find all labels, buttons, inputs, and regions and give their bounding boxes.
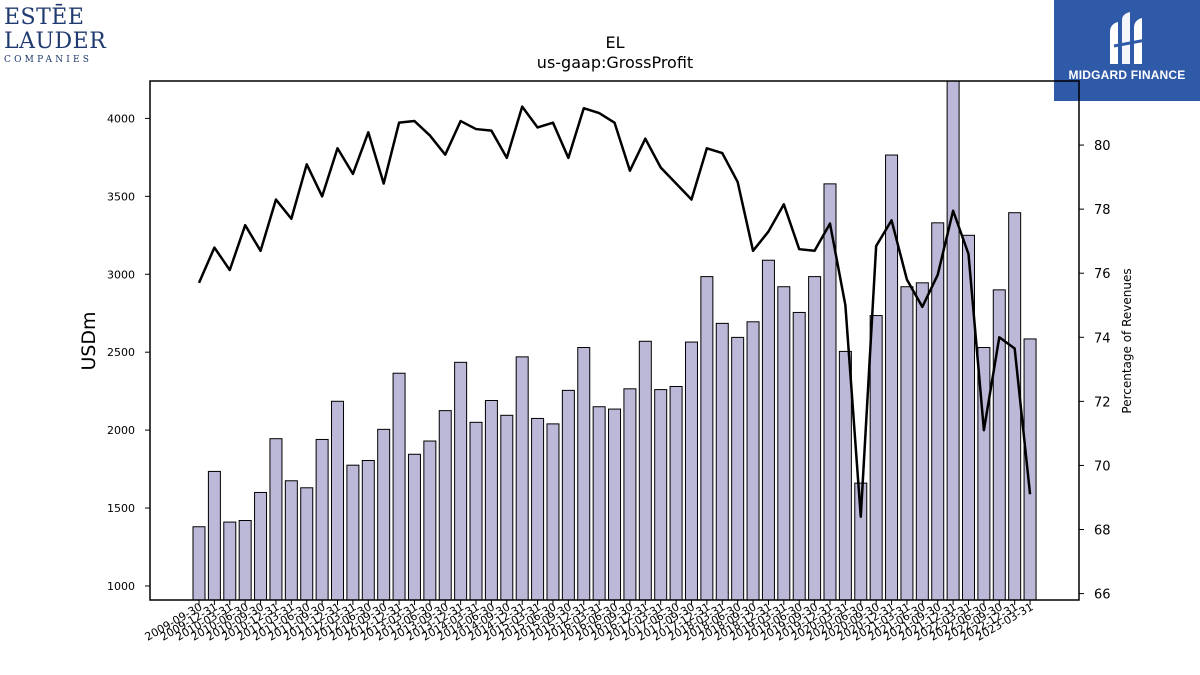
bar-2019-03-31 [777, 286, 791, 601]
bar-2012-09-30 [377, 428, 391, 601]
estee-lauder-logo: ESTĒE LAUDER COMPANIES [4, 6, 114, 66]
bar-2021-09-30 [931, 222, 945, 601]
bar-2009-12-31 [207, 470, 221, 601]
bar-2017-06-30 [669, 385, 683, 601]
y2-axis-label: Percentage of Revenues [1120, 268, 1134, 413]
y-tick-label: 3000 [107, 268, 135, 281]
percentage-line [197, 105, 1032, 518]
chart-title: EL [605, 33, 624, 52]
bar-2011-06-30 [300, 487, 314, 601]
line-layer [197, 105, 1032, 518]
y-tick-label: 4000 [107, 112, 135, 125]
bar-2011-09-30 [315, 438, 329, 601]
bar-2018-12-31 [761, 259, 775, 601]
bar-2015-12-31 [577, 347, 591, 601]
bar-2011-03-31 [284, 480, 298, 601]
bar-2015-03-31 [531, 417, 545, 601]
bar-2014-06-30 [484, 400, 498, 601]
logo-line-3: COMPANIES [4, 55, 93, 65]
bar-2017-09-30 [684, 341, 698, 601]
bar-2021-03-31 [900, 286, 914, 601]
bar-2013-09-30 [438, 410, 452, 601]
bar-2014-03-31 [469, 421, 483, 601]
bar-2018-03-31 [715, 322, 729, 601]
bar-2014-09-30 [500, 414, 514, 601]
y2-tick-label: 74 [1094, 331, 1111, 346]
bars-layer [192, 80, 1037, 601]
y-tick-label: 3500 [107, 190, 135, 203]
bar-2019-09-30 [808, 276, 822, 601]
bar-2023-03-31 [1023, 338, 1037, 601]
bar-2021-12-31 [946, 80, 960, 601]
bar-2010-06-30 [238, 520, 252, 601]
y2-tick-label: 70 [1094, 459, 1111, 474]
bar-2016-03-31 [592, 406, 606, 601]
bar-2012-12-31 [392, 372, 406, 601]
y2-tick-label: 68 [1094, 524, 1111, 539]
left-axis: 1000 1500 2000 2500 3000 3500 4000 [107, 112, 150, 593]
midgard-mark-icon [1110, 12, 1147, 64]
logo-line-1: ESTĒE [4, 5, 85, 30]
bar-2016-09-30 [623, 388, 637, 601]
bar-2019-06-30 [792, 311, 806, 601]
bar-2009-09-30 [192, 526, 206, 601]
bar-2018-06-30 [731, 336, 745, 601]
bar-2013-06-30 [423, 440, 437, 601]
logo-line-2: LAUDER [4, 29, 107, 54]
bar-2010-09-30 [254, 491, 268, 601]
y2-tick-label: 80 [1094, 139, 1111, 154]
bar-2012-03-31 [346, 464, 360, 601]
chart-subtitle: us-gaap:GrossProfit [537, 53, 693, 72]
y-tick-label: 2000 [107, 424, 135, 437]
bar-2016-12-31 [638, 340, 652, 601]
y-axis-label: USDm [78, 311, 100, 370]
bar-2022-12-31 [1008, 212, 1022, 601]
y2-tick-label: 76 [1094, 267, 1111, 282]
y-tick-label: 1000 [107, 580, 135, 593]
bar-2020-03-31 [838, 350, 852, 601]
midgard-finance-logo: MIDGARD FINANCE [1054, 0, 1200, 101]
bar-2016-06-30 [608, 408, 622, 601]
right-axis: 66 68 70 72 74 76 78 80 [1079, 139, 1111, 603]
bar-2011-12-31 [331, 400, 345, 601]
bar-2010-03-31 [223, 521, 237, 601]
y2-tick-label: 78 [1094, 203, 1111, 218]
bar-2014-12-31 [515, 356, 529, 601]
bar-2021-06-30 [915, 282, 929, 601]
bar-2012-06-30 [361, 460, 375, 601]
y2-tick-label: 72 [1094, 395, 1111, 410]
bar-2017-12-31 [700, 276, 714, 601]
y-tick-label: 2500 [107, 346, 135, 359]
bar-2015-06-30 [546, 423, 560, 601]
y-tick-label: 1500 [107, 502, 135, 515]
bar-2013-03-31 [407, 453, 421, 601]
y2-tick-label: 66 [1094, 588, 1111, 603]
bar-2017-03-31 [654, 389, 668, 601]
x-axis: 2009-09-302009-12-312010-03-312010-06-30… [143, 600, 1036, 644]
bar-2018-09-30 [746, 321, 760, 601]
bar-2010-12-31 [269, 438, 283, 601]
midgard-logo-text: MIDGARD FINANCE [1068, 68, 1186, 82]
bar-2020-09-30 [869, 315, 883, 601]
bar-2013-12-31 [454, 361, 468, 601]
bar-2015-09-30 [561, 389, 575, 601]
